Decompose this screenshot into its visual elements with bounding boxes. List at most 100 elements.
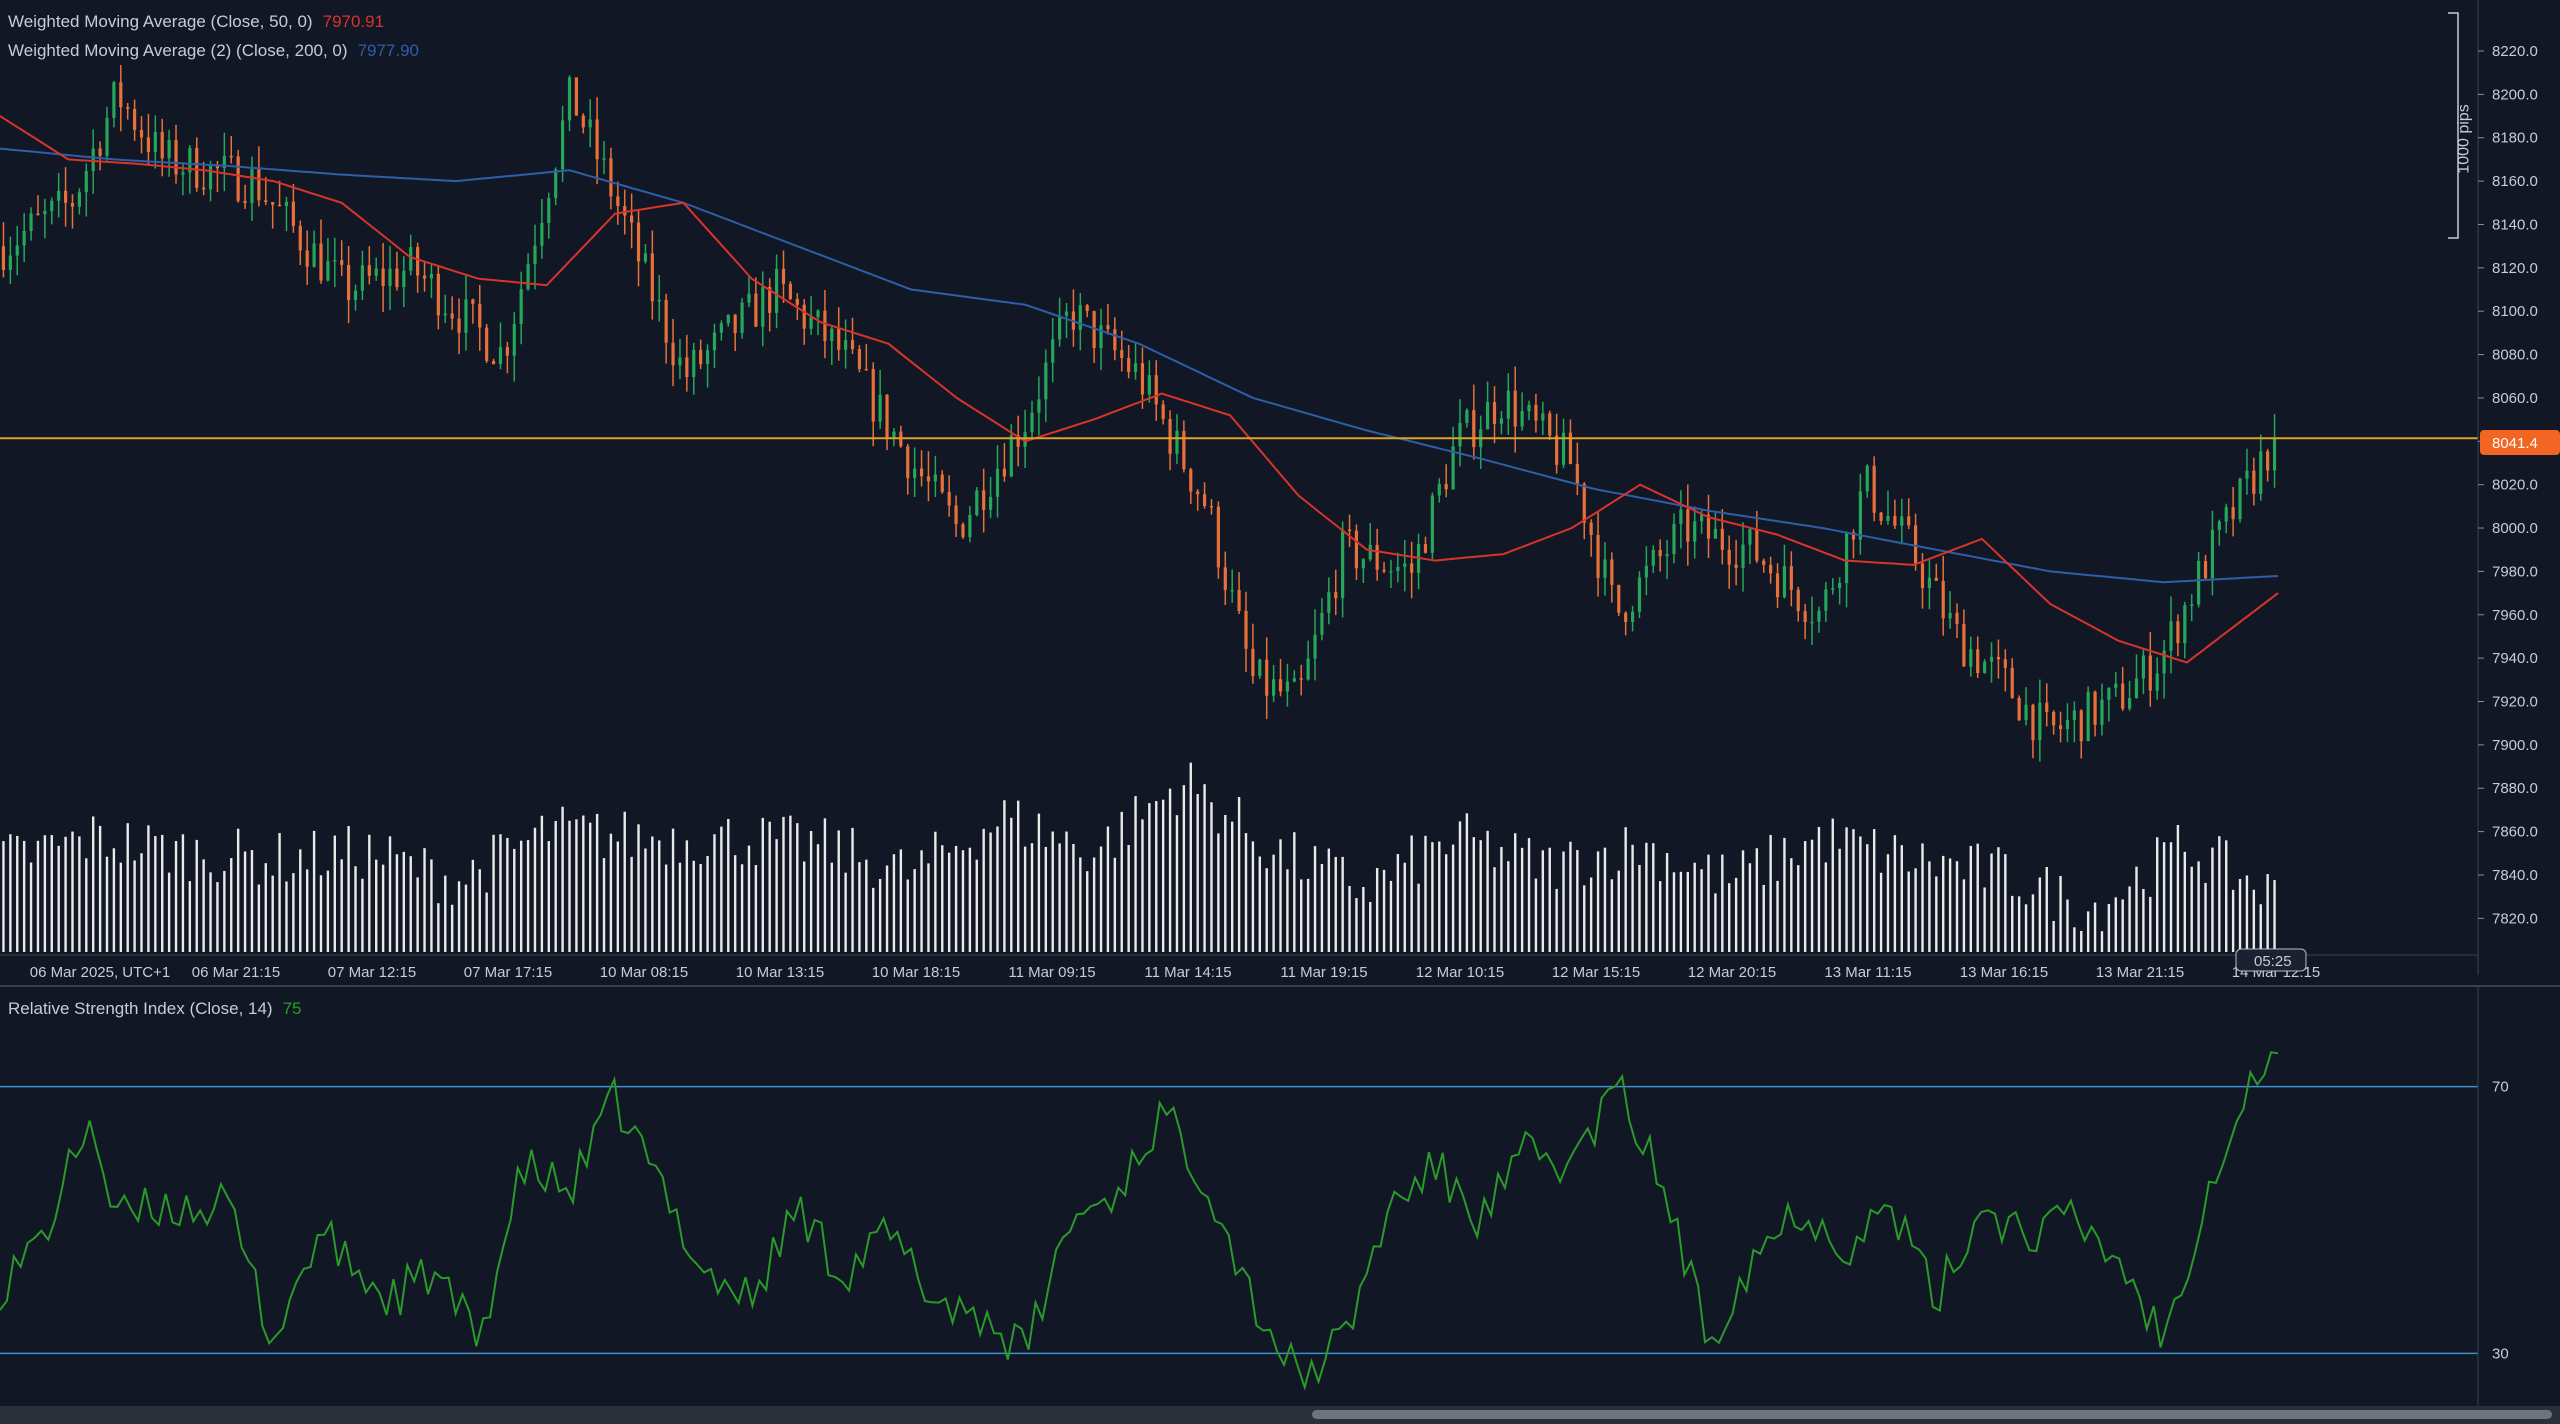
- candle-body: [505, 347, 509, 356]
- candle-body: [2045, 702, 2049, 712]
- candle-body: [1403, 563, 1407, 567]
- volume-bar: [1914, 868, 1917, 952]
- candle-body: [2024, 704, 2028, 721]
- candle-body: [1299, 678, 1303, 680]
- volume-bar: [140, 853, 143, 952]
- volume-bar: [1113, 857, 1117, 952]
- candle-body: [319, 243, 323, 281]
- volume-bar: [1037, 813, 1041, 952]
- candle-body: [1396, 566, 1400, 572]
- volume-bar: [2004, 854, 2007, 952]
- candle-body: [1651, 549, 1655, 566]
- volume-bar: [112, 848, 116, 952]
- volume-bar: [754, 865, 758, 952]
- candle-body: [1962, 624, 1966, 667]
- volume-bar: [1217, 833, 1220, 952]
- volume-bar: [533, 827, 537, 952]
- candle-body: [1030, 412, 1034, 433]
- volume-bar: [1707, 854, 1710, 952]
- candle-body: [1147, 375, 1151, 395]
- candle-body: [8, 255, 12, 271]
- price-tick-label: 8160.0: [2492, 173, 2538, 190]
- price-tick-label: 8080.0: [2492, 347, 2538, 364]
- candle-body: [1334, 592, 1338, 599]
- candle-body: [1423, 544, 1428, 553]
- volume-bar: [982, 828, 985, 952]
- candle-body: [1665, 554, 1669, 557]
- candle-body: [540, 223, 544, 246]
- volume-bar: [1224, 814, 1227, 952]
- candle-body: [2162, 650, 2166, 674]
- candle-body: [761, 286, 765, 327]
- volume-bar: [1838, 848, 1841, 952]
- volume-bar: [91, 816, 95, 952]
- countdown-badge: 05:25: [2235, 948, 2307, 972]
- candle-body: [1796, 589, 1800, 612]
- volume-bar: [402, 851, 406, 952]
- candle-body: [133, 108, 137, 130]
- candle-body: [2197, 561, 2201, 605]
- candle-body: [595, 119, 599, 160]
- current-price-badge-bg: [2480, 430, 2560, 455]
- volume-bar: [2245, 875, 2249, 952]
- candle-body: [560, 120, 565, 170]
- candle-body: [926, 476, 931, 482]
- volume-bar: [685, 840, 689, 952]
- candle-body: [857, 349, 862, 370]
- volume-bar: [264, 863, 267, 952]
- time-tick-label: 06 Mar 2025, UTC+1: [30, 964, 171, 981]
- candle-body: [1499, 418, 1504, 424]
- candle-body: [1617, 584, 1621, 613]
- candle-body: [1085, 305, 1089, 312]
- volume-bar: [133, 860, 136, 952]
- volume-bar: [809, 830, 813, 952]
- candle-body: [202, 187, 206, 190]
- candle-body: [1803, 611, 1807, 622]
- volume-bar: [2011, 895, 2014, 952]
- legend-wma-200[interactable]: Weighted Moving Average (2) (Close, 200,…: [8, 41, 419, 61]
- candle-body: [1851, 532, 1856, 540]
- time-tick-label: 07 Mar 12:15: [328, 964, 416, 981]
- volume-bar: [1431, 842, 1434, 952]
- volume-bar: [1141, 819, 1144, 952]
- volume-bar: [9, 834, 12, 952]
- volume-bar: [174, 841, 178, 952]
- volume-bar: [2190, 866, 2193, 952]
- volume-bar: [1569, 841, 1572, 952]
- volume-bar: [2149, 896, 2152, 952]
- price-axis[interactable]: 8220.0 8200.0 8180.0 8160.0 8140.0 8120.0 8100…: [2477, 0, 2538, 975]
- rsi-tick-label: 70: [2492, 1079, 2509, 1096]
- volume-bar: [85, 858, 88, 952]
- volume-bar: [1161, 799, 1165, 952]
- time-axis[interactable]: 06 Mar 2025, UTC+1 06 Mar 21:15 07 Mar 12:…: [0, 954, 2478, 981]
- volume-bar: [885, 865, 889, 952]
- legend-wma-50[interactable]: Weighted Moving Average (Close, 50, 0) 79…: [8, 12, 384, 32]
- volume-bar: [837, 830, 840, 952]
- volume-bar: [64, 836, 67, 952]
- price-tick-label: 7820.0: [2492, 910, 2538, 927]
- volume-bar: [57, 845, 60, 952]
- volume-bar: [416, 877, 419, 952]
- candle-body: [961, 524, 965, 538]
- volume-bar: [2038, 877, 2042, 952]
- volume-bar: [22, 840, 26, 952]
- candle-body: [574, 77, 579, 116]
- volume-bar: [1320, 863, 1324, 952]
- candle-body: [2183, 605, 2187, 644]
- candle-body: [1058, 315, 1062, 340]
- candle-body: [2231, 507, 2235, 520]
- candle-body: [1555, 435, 1559, 465]
- volume-bar: [1997, 847, 2000, 952]
- legend-rsi[interactable]: Relative Strength Index (Close, 14) 75: [8, 999, 302, 1019]
- volume-bar: [1444, 854, 1448, 952]
- candle-body: [1237, 589, 1241, 611]
- time-tick-label: 11 Mar 09:15: [1008, 964, 1095, 981]
- candle-body: [844, 340, 848, 350]
- current-price-badge: 8041.4: [2480, 430, 2560, 455]
- candle-body: [1037, 399, 1041, 413]
- price-tick-label: 8000.0: [2492, 520, 2538, 537]
- volume-bar: [1921, 843, 1924, 952]
- volume-bar: [2059, 876, 2062, 952]
- scrollbar-thumb[interactable]: [1312, 1410, 2552, 1419]
